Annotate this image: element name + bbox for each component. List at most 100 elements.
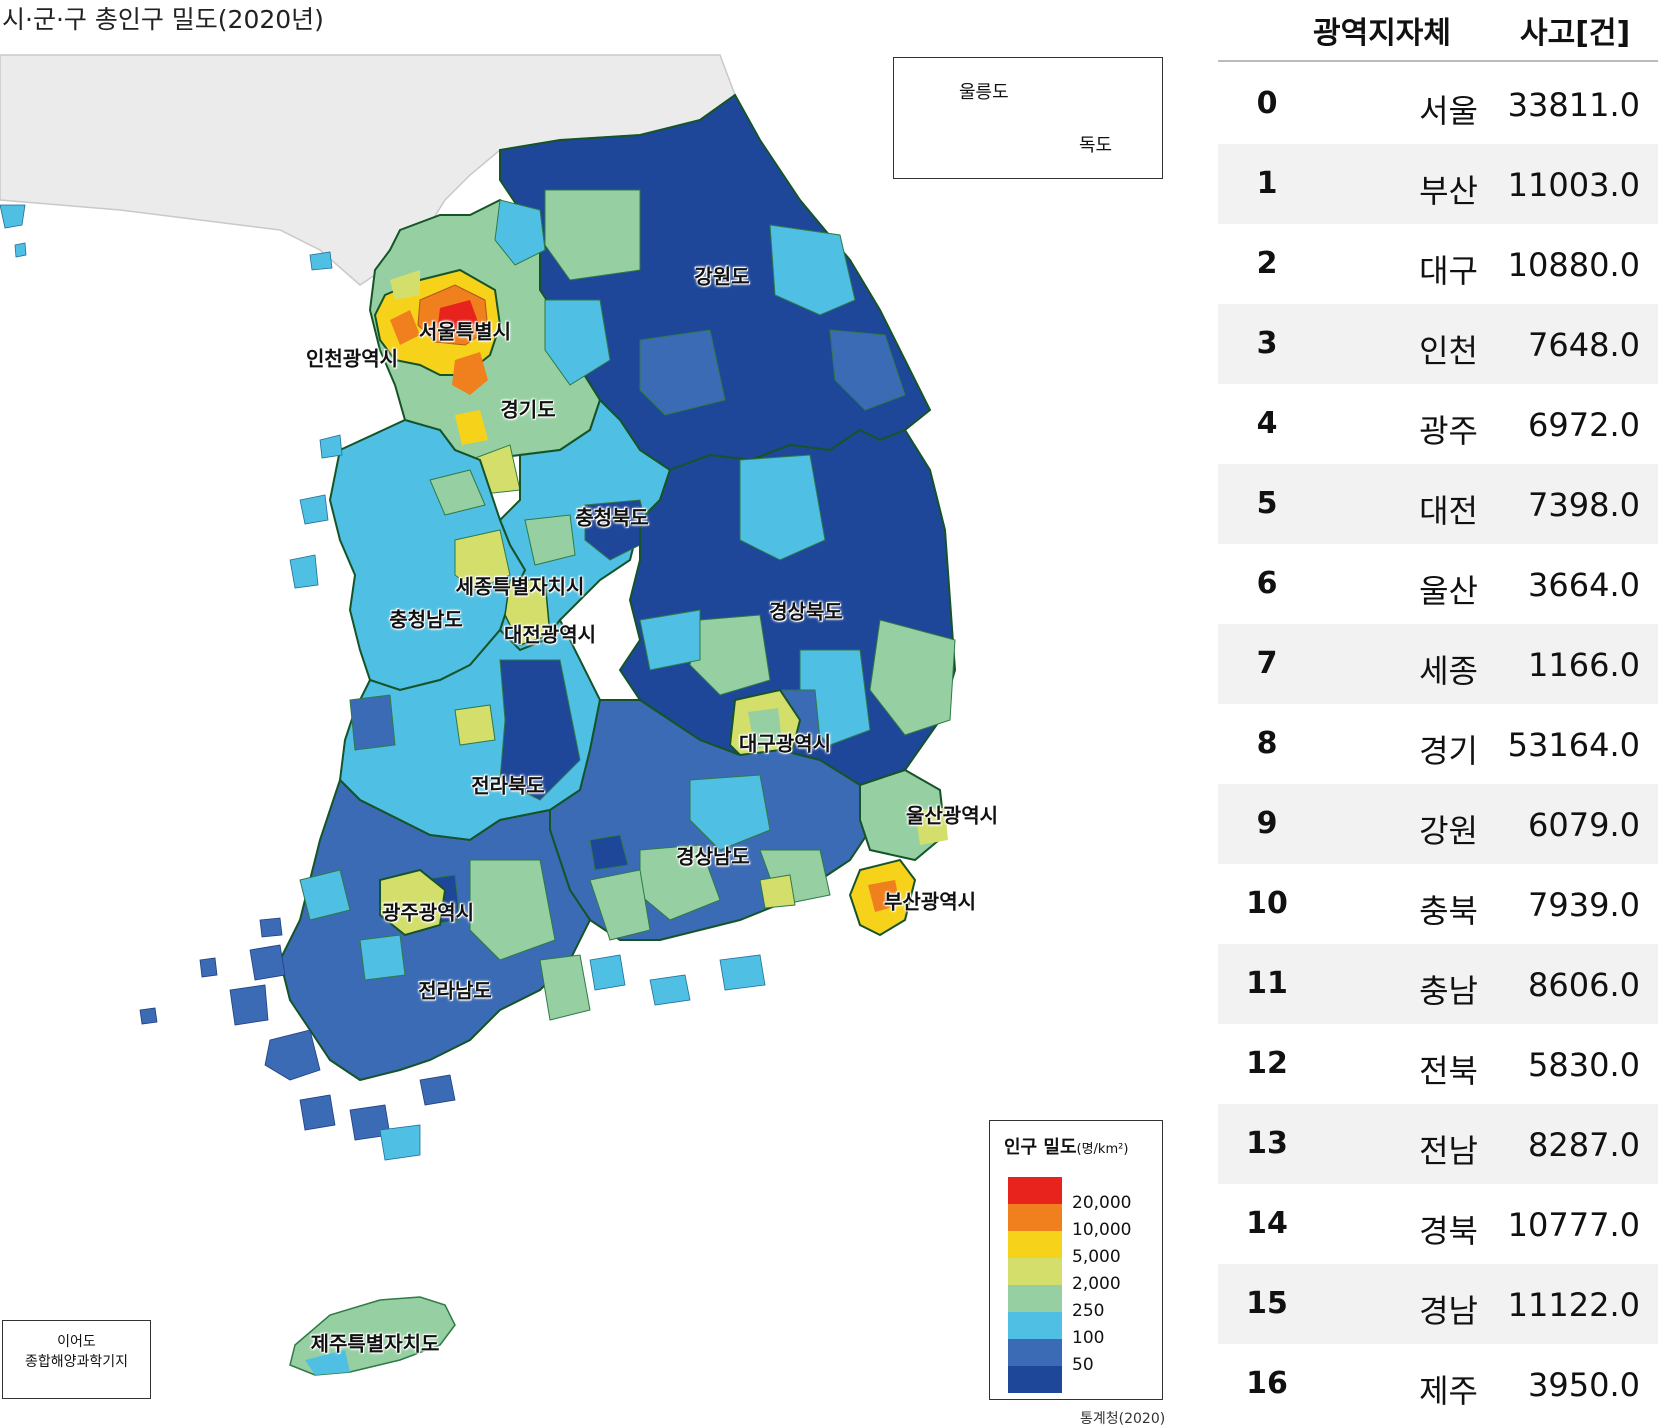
table-row: 2 대구 10880.0 [1218,224,1658,304]
row-accident-count: 11122.0 [1507,1286,1640,1324]
region-label-chungbuk: 충청북도 [575,505,649,530]
row-region: 대구 [1419,252,1478,290]
row-index: 9 [1256,806,1278,841]
row-region: 전북 [1419,1052,1478,1090]
legend-unit: (명/km²) [1076,1142,1129,1157]
region-label-gwangju: 광주광역시 [382,900,474,925]
region-label-jeonnam: 전라남도 [418,978,492,1003]
region-label-seoul: 서울특별시 [419,319,511,344]
table-row: 5 대전 7398.0 [1218,464,1658,544]
table-row: 13 전남 8287.0 [1218,1104,1658,1184]
row-index: 14 [1246,1206,1288,1241]
row-accident-count: 11003.0 [1507,166,1640,204]
southern-islands [379,954,766,1161]
row-region: 대전 [1419,492,1478,530]
row-index: 6 [1256,566,1278,601]
row-index: 1 [1256,166,1278,201]
row-accident-count: 7648.0 [1528,326,1640,364]
legend-tick-20000: 20,000 [1072,1193,1132,1213]
row-accident-count: 3664.0 [1528,566,1640,604]
row-region: 광주 [1419,412,1478,450]
table-row: 8 경기 53164.0 [1218,704,1658,784]
table-row: 15 경남 11122.0 [1218,1264,1658,1344]
legend-tick-250: 250 [1072,1301,1105,1321]
legend-swatch-5 [1008,1285,1062,1312]
table-row: 0 서울 33811.0 [1218,64,1658,144]
table-header-count: 사고[건] [1520,16,1631,51]
legend-tick-5000: 5,000 [1072,1247,1121,1267]
row-region: 전남 [1419,1132,1478,1170]
row-index: 0 [1256,86,1278,121]
row-region: 세종 [1419,652,1478,690]
region-label-sejong: 세종특별자치시 [455,574,585,599]
row-index: 10 [1246,886,1288,921]
row-region: 인천 [1419,332,1478,370]
row-accident-count: 3950.0 [1528,1366,1640,1404]
table-row: 14 경북 10777.0 [1218,1184,1658,1264]
row-accident-count: 10777.0 [1507,1206,1640,1244]
korea-map-graphic [0,54,1150,1394]
row-accident-count: 10880.0 [1507,246,1640,284]
region-label-daegu: 대구광역시 [739,731,831,756]
row-accident-count: 33811.0 [1507,86,1640,124]
row-accident-count: 8606.0 [1528,966,1640,1004]
table-row: 12 전북 5830.0 [1218,1024,1658,1104]
row-index: 16 [1246,1366,1288,1401]
row-accident-count: 6079.0 [1528,806,1640,844]
ieodo-inset: 이어도 종합해양과학기지 [2,1320,151,1399]
legend-tick-100: 100 [1072,1328,1105,1348]
table-row: 4 광주 6972.0 [1218,384,1658,464]
row-index: 5 [1256,486,1278,521]
row-index: 4 [1256,406,1278,441]
table-row: 16 제주 3950.0 [1218,1344,1658,1424]
row-index: 15 [1246,1286,1288,1321]
dokdo-label: 독도 [1079,135,1113,156]
row-index: 3 [1256,326,1278,361]
row-index: 7 [1256,646,1278,681]
ulleung-label: 울릉도 [959,82,1009,103]
legend-swatch-8 [1008,1366,1062,1393]
row-accident-count: 5830.0 [1528,1046,1640,1084]
western-islands [139,917,456,1141]
legend-swatch-1 [1008,1177,1062,1204]
row-region: 충남 [1419,972,1478,1010]
table-header-divider [1218,60,1658,62]
region-label-gyeonggi: 경기도 [500,397,556,422]
row-index: 11 [1246,966,1288,1001]
row-index: 12 [1246,1046,1288,1081]
table-row: 10 충북 7939.0 [1218,864,1658,944]
row-region: 울산 [1419,572,1478,610]
table-row: 1 부산 11003.0 [1218,144,1658,224]
table-row: 7 세종 1166.0 [1218,624,1658,704]
row-region: 부산 [1419,172,1478,210]
row-accident-count: 1166.0 [1528,646,1640,684]
legend-tick-2000: 2,000 [1072,1274,1121,1294]
row-index: 13 [1246,1126,1288,1161]
west-coast-islands [0,204,343,589]
row-accident-count: 53164.0 [1507,726,1640,764]
row-accident-count: 6972.0 [1528,406,1640,444]
row-region: 충북 [1419,892,1478,930]
legend-swatch-3 [1008,1231,1062,1258]
region-label-chungnam: 충청남도 [389,607,463,632]
region-label-busan: 부산광역시 [884,889,976,914]
table-row: 11 충남 8606.0 [1218,944,1658,1024]
row-accident-count: 7939.0 [1528,886,1640,924]
legend-title: 인구 밀도(명/km²) [1004,1137,1129,1158]
region-label-daejeon: 대전광역시 [504,622,596,647]
ulleung-dokdo-inset: 울릉도 독도 [893,57,1163,179]
table-row: 9 강원 6079.0 [1218,784,1658,864]
row-index: 2 [1256,246,1278,281]
gwangju-region [379,868,447,937]
region-label-gangwon: 강원도 [694,264,750,289]
region-label-jeju: 제주특별자치도 [310,1331,440,1356]
row-region: 서울 [1419,92,1478,130]
region-label-gyeongnam: 경상남도 [676,844,750,869]
row-accident-count: 8287.0 [1528,1126,1640,1164]
legend-swatch-2 [1008,1204,1062,1231]
legend-tick-10000: 10,000 [1072,1220,1132,1240]
row-index: 8 [1256,726,1278,761]
population-density-map: 시·군·구 총인구 밀도(2020년) 서울특별시 인천광역시 경기도 강원도 … [0,5,1165,1427]
region-label-ulsan: 울산광역시 [906,803,998,828]
legend-swatch-6 [1008,1312,1062,1339]
